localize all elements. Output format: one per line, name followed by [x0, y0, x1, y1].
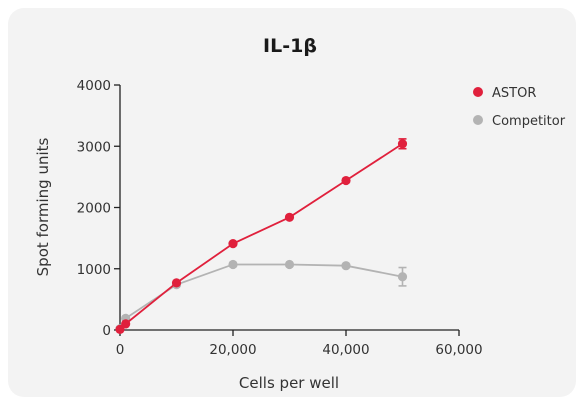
data-point — [121, 319, 131, 329]
y-tick-label: 3000 — [77, 139, 111, 155]
y-tick-label: 0 — [102, 323, 111, 339]
legend: ASTOR Competitor — [473, 86, 566, 129]
x-tick-label: 60,000 — [435, 342, 482, 358]
series-astor — [115, 138, 408, 334]
axes: 0 1000 2000 3000 4000 0 20,000 40,000 60,000 — [77, 78, 483, 358]
y-axis-label: Spot forming units — [34, 137, 52, 276]
data-point — [171, 278, 182, 288]
y-tick-label: 2000 — [77, 201, 111, 217]
y-tick-label: 4000 — [77, 78, 111, 94]
data-point — [284, 212, 295, 222]
data-point — [397, 139, 408, 149]
data-point — [228, 259, 238, 270]
legend-marker-competitor — [473, 115, 483, 125]
legend-label-competitor: Competitor — [492, 114, 566, 129]
series-layer — [115, 138, 408, 334]
chart-title: IL-1β — [263, 35, 317, 57]
x-axis-label: Cells per well — [239, 374, 339, 392]
series-line-competitor — [119, 263, 403, 330]
data-point — [228, 239, 238, 249]
data-point — [341, 175, 351, 186]
legend-label-astor: ASTOR — [492, 86, 536, 101]
series-line-astor — [119, 143, 403, 331]
data-point — [397, 272, 408, 282]
y-tick-label: 1000 — [77, 262, 111, 278]
x-tick-label: 20,000 — [209, 342, 256, 358]
chart-card — [8, 8, 576, 397]
legend-marker-astor — [473, 87, 483, 97]
data-point — [284, 259, 295, 270]
x-tick-label: 40,000 — [322, 342, 369, 358]
data-point — [115, 324, 125, 334]
data-point — [341, 261, 351, 271]
x-tick-label: 0 — [116, 342, 125, 358]
